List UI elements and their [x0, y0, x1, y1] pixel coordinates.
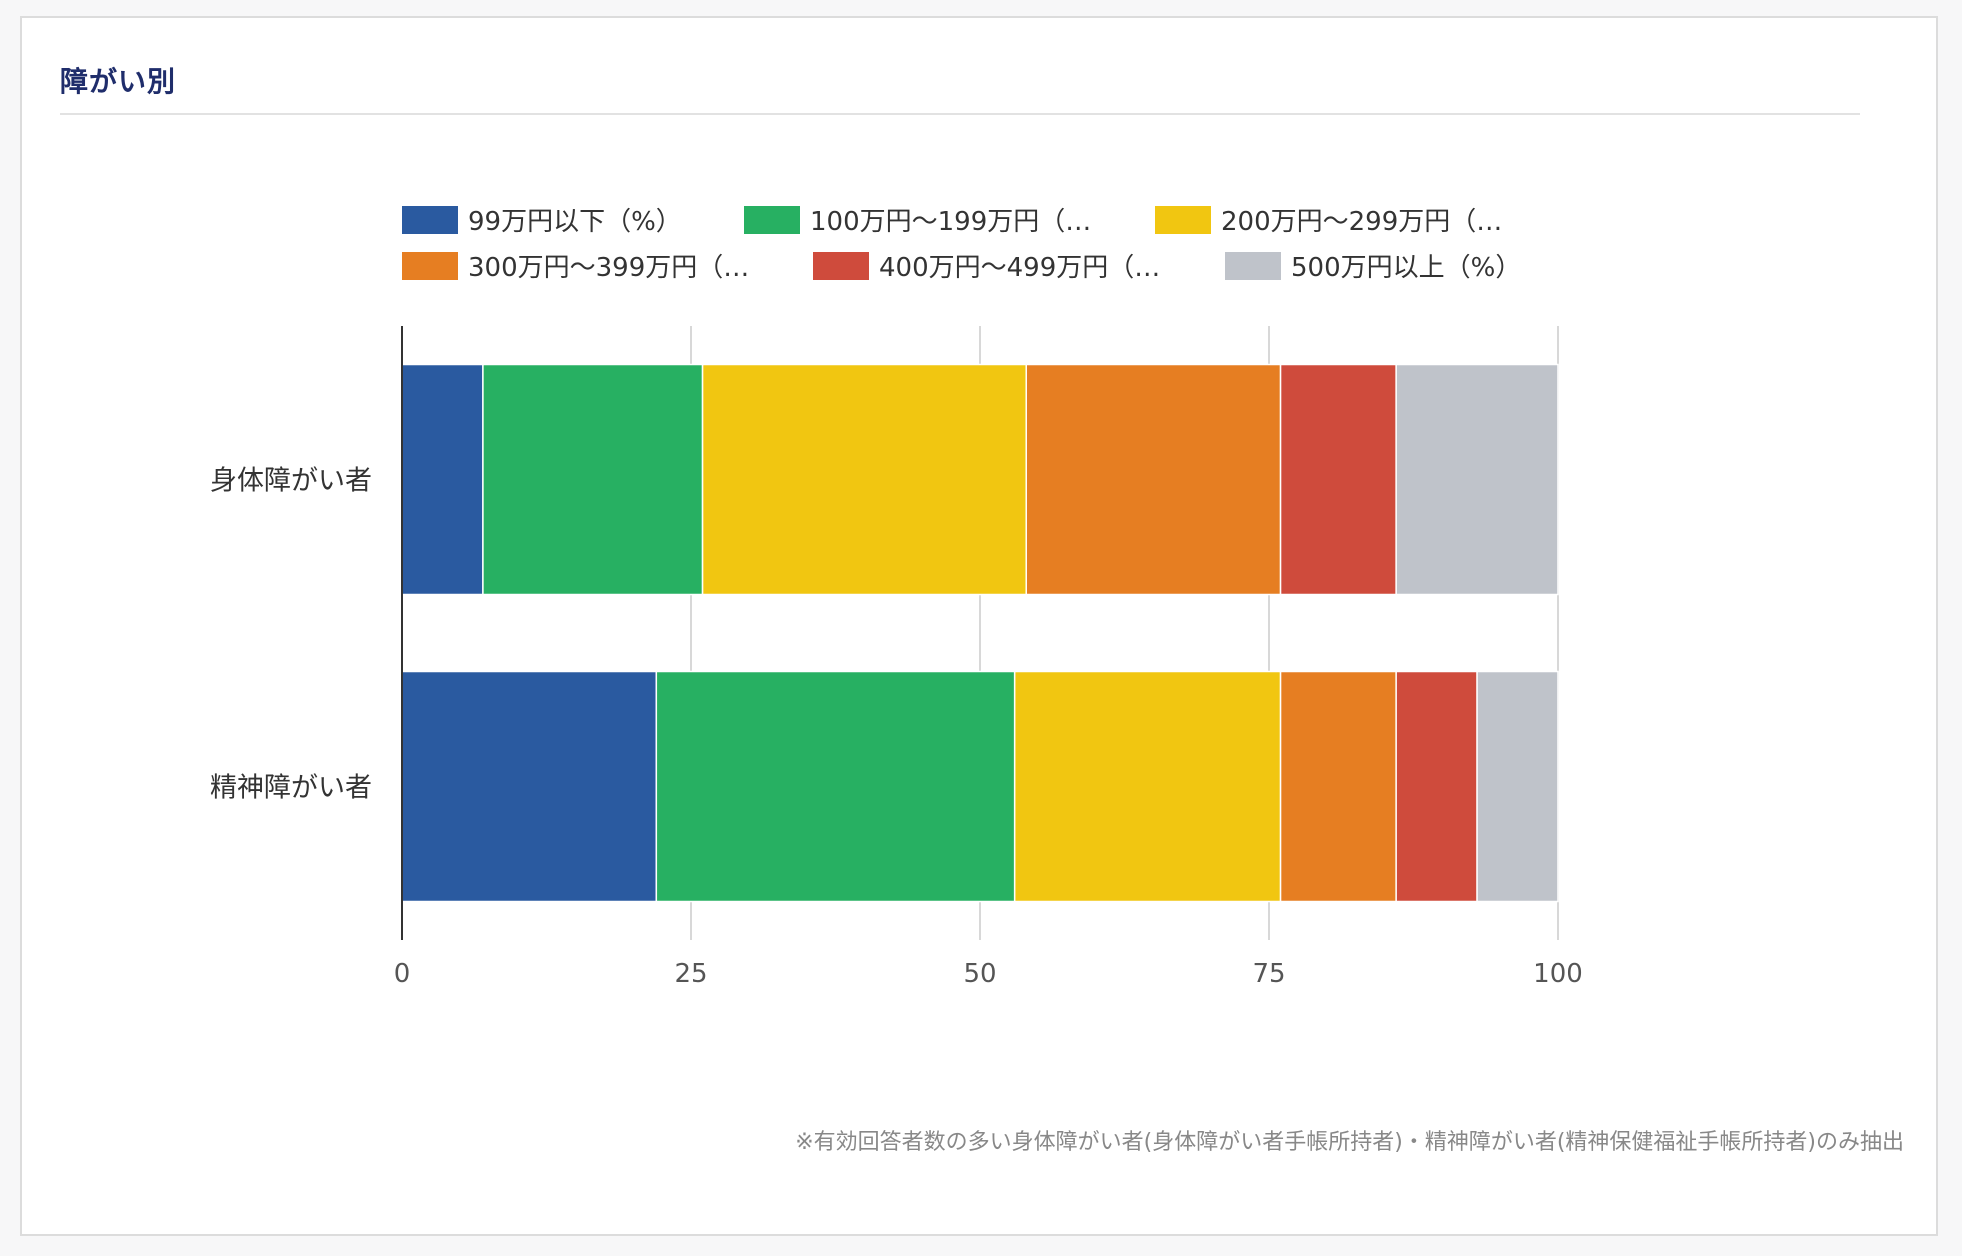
legend-label-0: 99万円以下（%） — [468, 207, 682, 237]
bar-1-3[interactable] — [1279, 670, 1397, 903]
x-tick-label-50: 50 — [963, 959, 996, 989]
legend-swatch-4 — [813, 252, 869, 280]
bar-1-0[interactable] — [401, 670, 658, 903]
x-tick-labels: 0 25 50 75 100 — [394, 959, 1583, 989]
bar-0-5[interactable] — [1395, 363, 1559, 596]
legend-swatch-2 — [1155, 206, 1211, 234]
legend-item-3[interactable]: 300万円〜399万円（… — [402, 252, 749, 283]
bar-1-5[interactable] — [1476, 670, 1559, 903]
legend-item-2[interactable]: 200万円〜299万円（… — [1155, 206, 1502, 237]
legend: 99万円以下（%） 100万円〜199万円（… 200万円〜299万円（… 300万円… — [402, 206, 1521, 283]
footnote: ※有効回答者数の多い身体障がい者(身体障がい者手帳所持者)・精神障がい者(精神保… — [795, 1130, 1904, 1155]
bar-0-2[interactable] — [701, 363, 1027, 596]
x-tick-label-0: 0 — [394, 959, 411, 989]
title-divider — [60, 113, 1860, 115]
legend-item-1[interactable]: 100万円〜199万円（… — [744, 206, 1091, 237]
bar-0-1[interactable] — [482, 363, 704, 596]
legend-label-5: 500万円以上（%） — [1291, 253, 1521, 283]
x-tick-label-75: 75 — [1252, 959, 1285, 989]
x-tick-label-25: 25 — [674, 959, 707, 989]
bar-1-4[interactable] — [1395, 670, 1478, 903]
legend-item-4[interactable]: 400万円〜499万円（… — [813, 252, 1160, 283]
x-tick-label-100: 100 — [1533, 959, 1583, 989]
bar-0-0[interactable] — [401, 363, 484, 596]
legend-label-3: 300万円〜399万円（… — [468, 253, 749, 283]
legend-swatch-5 — [1225, 252, 1281, 280]
legend-swatch-0 — [402, 206, 458, 234]
legend-item-5[interactable]: 500万円以上（%） — [1225, 252, 1521, 283]
legend-label-2: 200万円〜299万円（… — [1221, 207, 1502, 237]
legend-swatch-1 — [744, 206, 800, 234]
chart-panel — [20, 16, 1938, 1236]
bar-1-2[interactable] — [1013, 670, 1282, 903]
legend-label-4: 400万円〜499万円（… — [879, 253, 1160, 283]
bar-1-1[interactable] — [655, 670, 1016, 903]
legend-swatch-3 — [402, 252, 458, 280]
legend-label-1: 100万円〜199万円（… — [810, 207, 1091, 237]
category-label-1: 精神障がい者 — [210, 773, 372, 804]
bar-0-3[interactable] — [1025, 363, 1282, 596]
chart-title: 障がい別 — [60, 65, 177, 98]
category-label-0: 身体障がい者 — [210, 466, 372, 497]
bar-0-4[interactable] — [1279, 363, 1397, 596]
legend-item-0[interactable]: 99万円以下（%） — [402, 206, 682, 237]
